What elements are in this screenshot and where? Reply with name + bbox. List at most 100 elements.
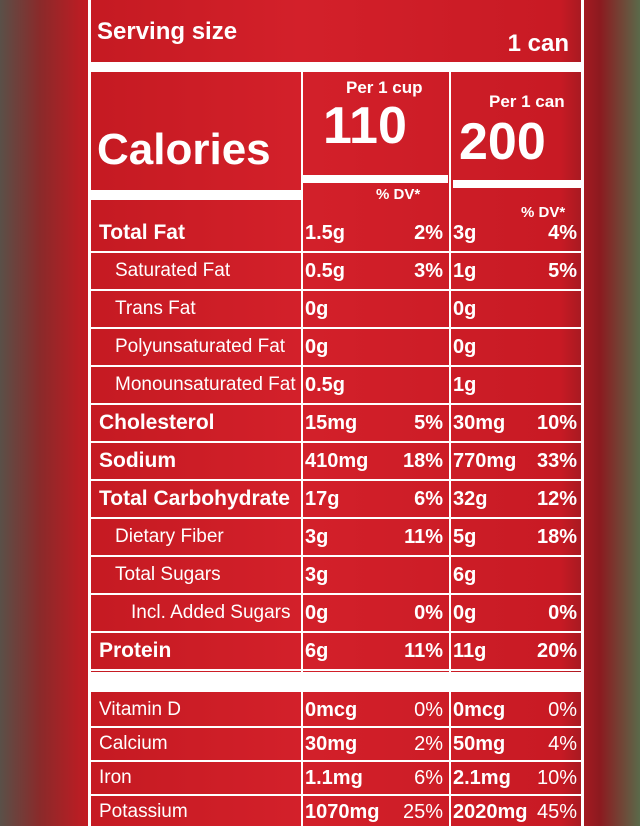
amount: 1070mg <box>305 800 380 823</box>
daily-value: 2% <box>414 221 443 244</box>
amount: 17g <box>305 487 340 510</box>
amount: 2.1mg <box>453 766 511 789</box>
nutrient-name: Polyunsaturated Fat <box>115 336 286 357</box>
nutrient-row: Saturated Fat 0.5g 3% 1g 5% <box>91 253 581 291</box>
nutrient-row: Iron 1.1mg 6% 2.1mg 10% <box>91 762 581 796</box>
nutrient-row: Total Sugars 3g 6g <box>91 557 581 595</box>
daily-value: 0% <box>414 601 443 624</box>
nutrient-row: Cholesterol 15mg 5% 30mg 10% <box>91 405 581 443</box>
nutrient-name: Protein <box>99 639 172 662</box>
nutrient-name: Cholesterol <box>99 411 215 434</box>
amount: 0g <box>305 297 329 320</box>
column-divider <box>301 72 303 826</box>
daily-value: 20% <box>536 639 577 662</box>
daily-value: 11% <box>404 639 443 662</box>
amount: 1.5g <box>305 221 346 244</box>
amount: 1.1mg <box>305 766 363 789</box>
amount: 15mg <box>305 411 358 434</box>
daily-value: 4% <box>548 732 577 755</box>
calories-value: 110 <box>323 97 407 155</box>
nutrient-row: Dietary Fiber 3g 11% 5g 18% <box>91 519 581 557</box>
daily-value: 45% <box>536 800 577 823</box>
nutrient-name: Calcium <box>99 733 168 754</box>
daily-value: 0% <box>548 601 577 624</box>
nutrient-row: Polyunsaturated Fat 0g 0g <box>91 329 581 367</box>
calories-label: Calories <box>97 125 271 174</box>
column-heading: Per 1 can <box>489 92 565 111</box>
daily-value: 25% <box>402 800 443 823</box>
nutrient-name: Total Fat <box>99 221 185 244</box>
daily-value: 3% <box>414 259 443 282</box>
amount: 32g <box>453 487 488 510</box>
nutrient-row: Vitamin D 0mcg 0% 0mcg 0% <box>91 694 581 728</box>
amount: 0g <box>453 335 477 358</box>
nutrient-row: Total Fat 1.5g 2% 3g 4% <box>91 215 581 253</box>
amount: 770mg <box>453 449 517 472</box>
daily-value: 10% <box>536 766 577 789</box>
daily-value: 18% <box>402 449 443 472</box>
amount: 0.5g <box>305 373 346 396</box>
nutrition-label: Serving size 1 can Calories Per 1 cup 11… <box>88 0 584 826</box>
amount: 1g <box>453 373 477 396</box>
amount: 50mg <box>453 732 506 755</box>
amount: 410mg <box>305 449 369 472</box>
amount: 6g <box>305 639 329 662</box>
nutrient-row: Monounsaturated Fat 0.5g 1g <box>91 367 581 405</box>
amount: 0mcg <box>305 698 358 721</box>
amount: 0g <box>453 601 477 624</box>
nutrient-name: Incl. Added Sugars <box>131 602 291 623</box>
daily-value: 18% <box>536 525 577 548</box>
amount: 11g <box>453 639 487 662</box>
daily-value: 6% <box>414 766 443 789</box>
nutrient-row: Total Carbohydrate 17g 6% 32g 12% <box>91 481 581 519</box>
nutrient-row: Calcium 30mg 2% 50mg 4% <box>91 728 581 762</box>
daily-value: 6% <box>414 487 443 510</box>
daily-value: 10% <box>536 411 577 434</box>
dv-heading: % DV* <box>521 204 566 221</box>
serving-value: 1 can <box>507 30 569 57</box>
rule-column <box>453 180 581 188</box>
daily-value: 0% <box>548 698 577 721</box>
amount: 3g <box>305 563 329 586</box>
amount: 0g <box>305 601 329 624</box>
amount: 0g <box>305 335 329 358</box>
calories-value: 200 <box>459 113 546 171</box>
daily-value: 5% <box>548 259 577 282</box>
rule-column <box>303 175 448 183</box>
nutrient-name: Vitamin D <box>99 699 182 720</box>
daily-value: 11% <box>404 525 443 548</box>
nutrient-name: Iron <box>99 767 132 788</box>
rule-thick <box>91 62 581 72</box>
amount: 0g <box>453 297 477 320</box>
amount: 0.5g <box>305 259 346 282</box>
nutrient-name: Dietary Fiber <box>115 526 224 547</box>
daily-value: 5% <box>414 411 443 434</box>
daily-value: 12% <box>536 487 577 510</box>
amount: 1g <box>453 259 477 282</box>
nutrient-name: Total Carbohydrate <box>99 487 290 510</box>
nutrient-name: Sodium <box>99 449 176 472</box>
daily-value: 33% <box>536 449 577 472</box>
nutrient-row: Incl. Added Sugars 0g 0% 0g 0% <box>91 595 581 633</box>
nutrient-row: Protein 6g 11% 11g 20% <box>91 633 581 671</box>
rule-calories <box>91 190 301 200</box>
nutrient-name: Trans Fat <box>115 298 196 319</box>
dv-heading: % DV* <box>376 186 421 203</box>
amount: 0mcg <box>453 698 506 721</box>
column-divider <box>449 72 451 826</box>
nutrient-name: Monounsaturated Fat <box>115 374 296 395</box>
amount: 5g <box>453 525 477 548</box>
amount: 30mg <box>453 411 506 434</box>
amount: 3g <box>453 221 477 244</box>
nutrient-row: Trans Fat 0g 0g <box>91 291 581 329</box>
column-heading: Per 1 cup <box>346 78 423 97</box>
amount: 2020mg <box>453 800 528 823</box>
amount: 6g <box>453 563 477 586</box>
nutrient-name: Total Sugars <box>115 564 221 585</box>
amount: 3g <box>305 525 329 548</box>
serving-label: Serving size <box>97 18 238 45</box>
daily-value: 0% <box>414 698 443 721</box>
amount: 30mg <box>305 732 358 755</box>
rule-thick <box>91 672 581 692</box>
